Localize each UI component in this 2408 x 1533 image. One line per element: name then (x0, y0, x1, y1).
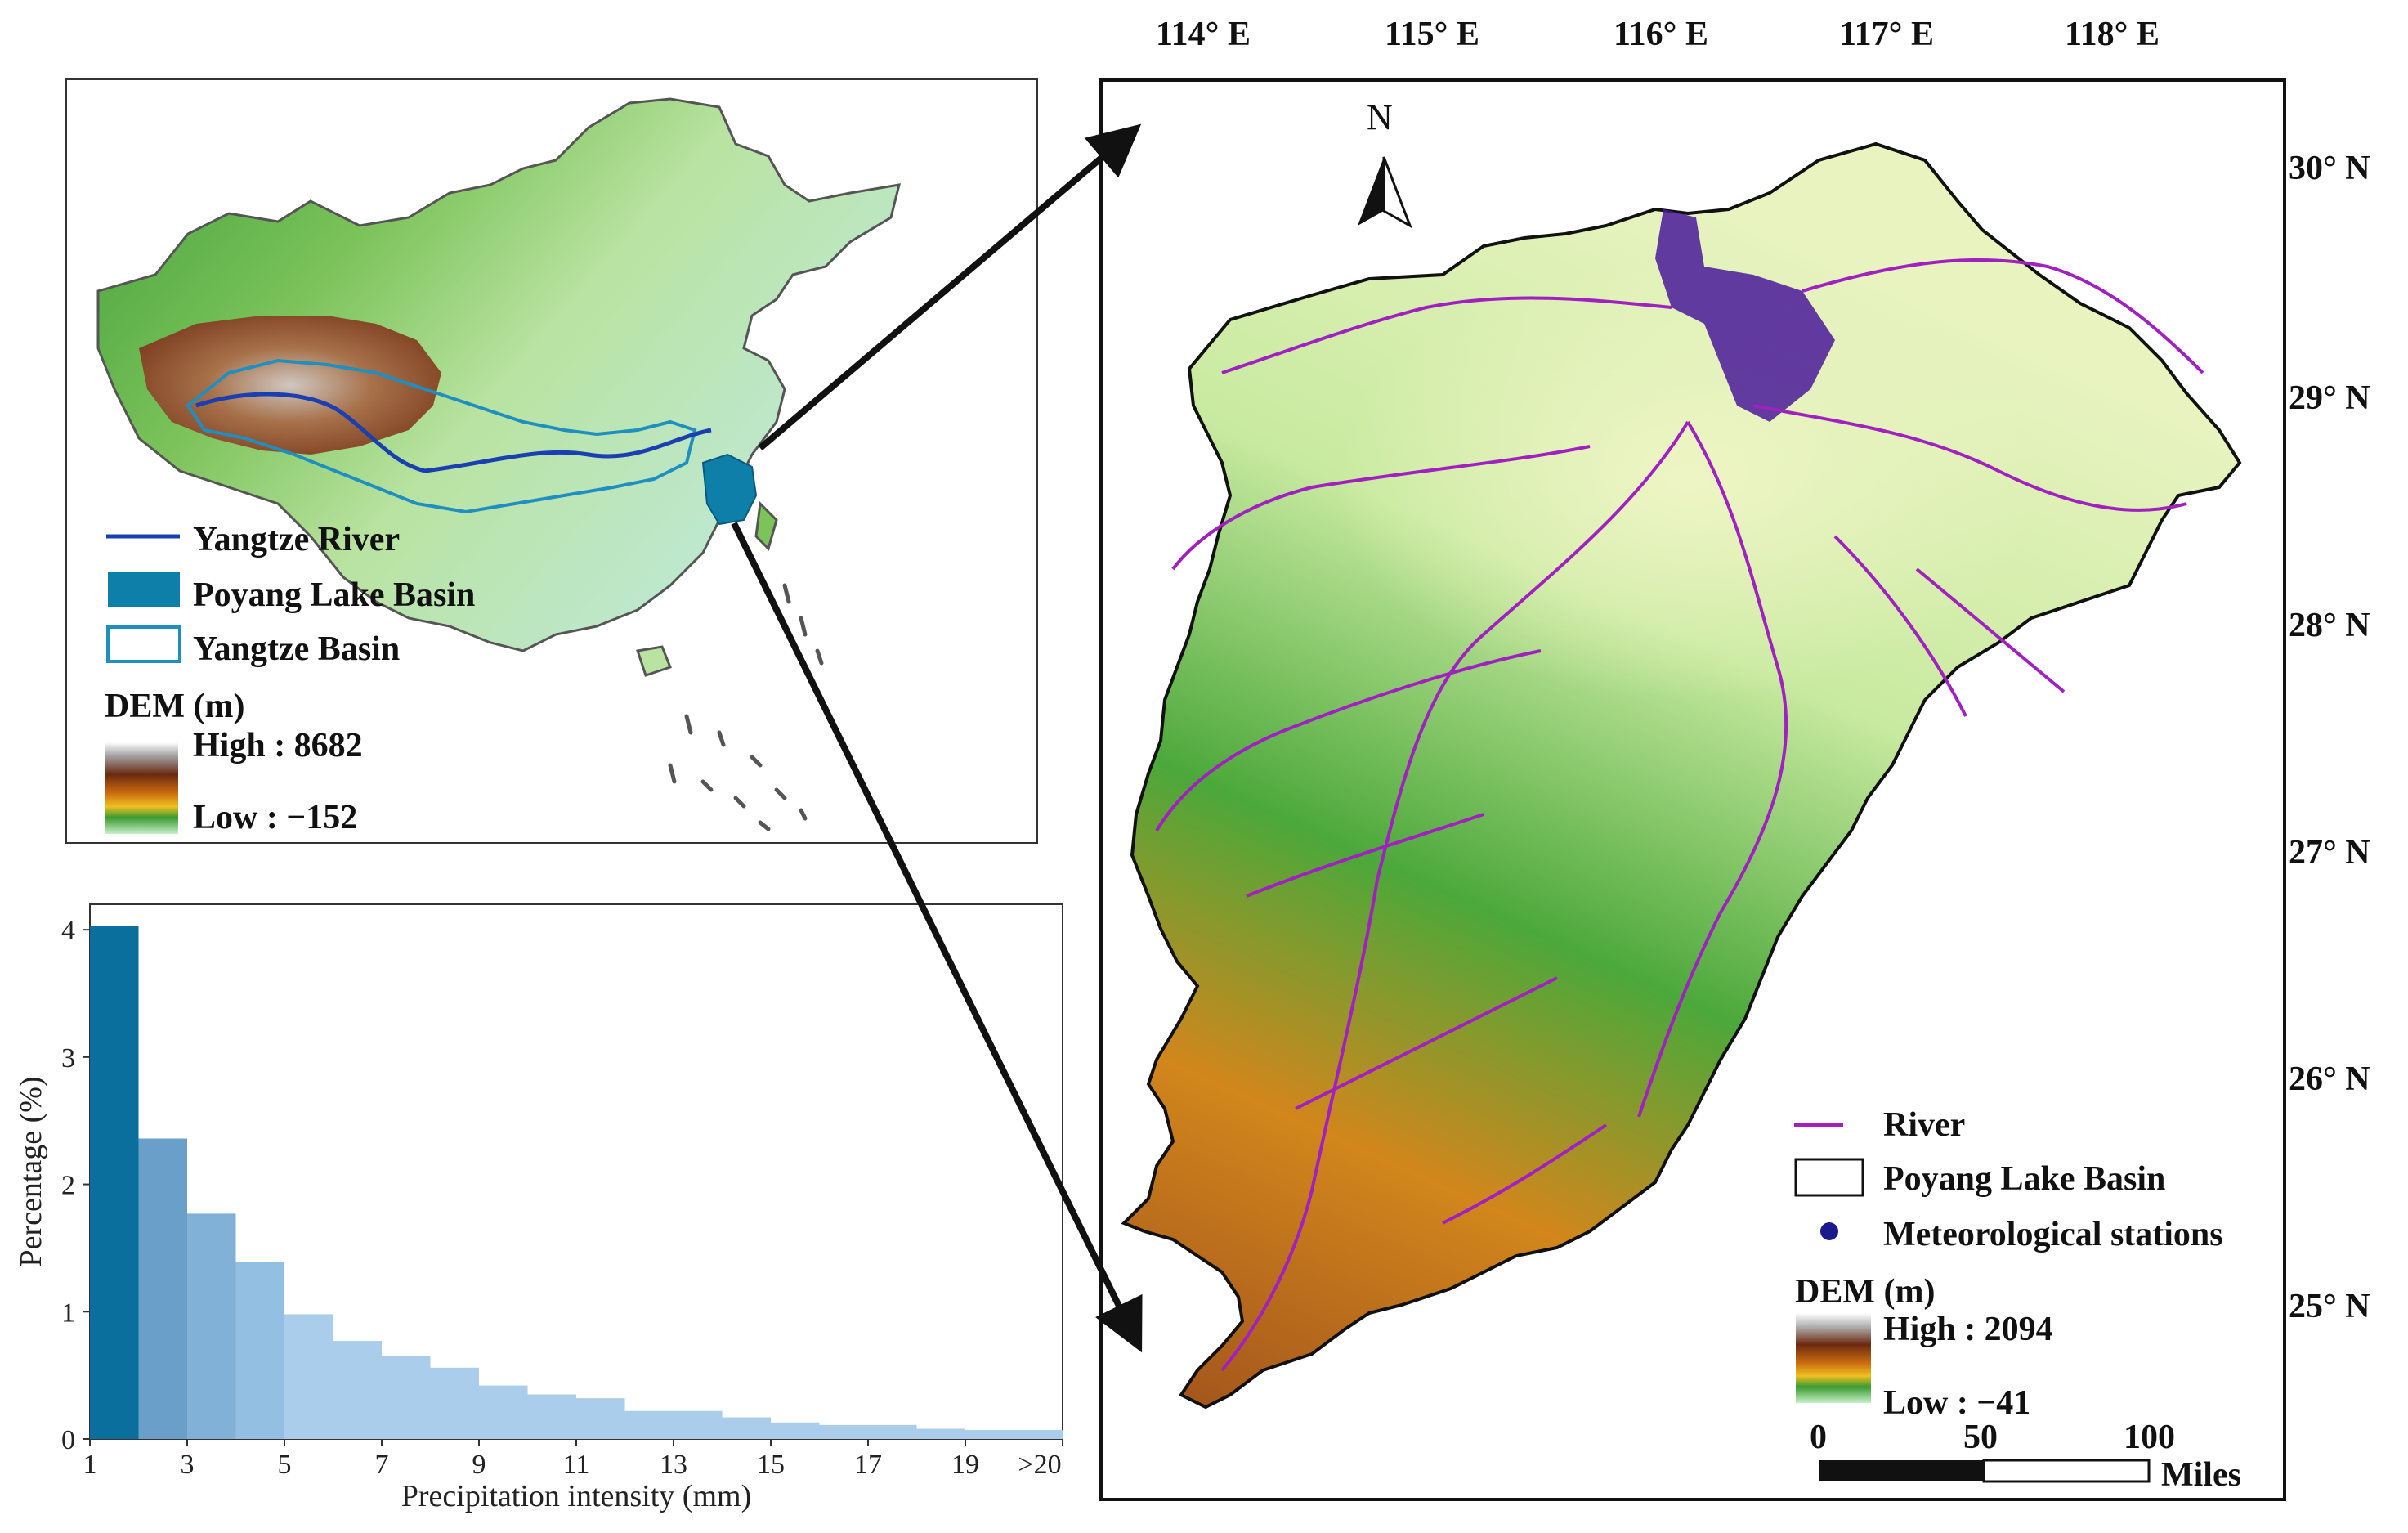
legend-dem-high-basin: High : 2094 (1883, 1311, 2053, 1348)
lon-label-114: 114° E (1156, 16, 1251, 53)
legend-dem-title: DEM (m) (105, 688, 245, 725)
legend-yangtze-river-label: Yangtze River (193, 521, 401, 558)
legend-station-dot (1820, 1222, 1838, 1240)
legend-river-label: River (1883, 1106, 1966, 1144)
bar-3 (187, 1213, 236, 1439)
y-tick-label: 3 (61, 1043, 75, 1074)
legend-dem-title-basin: DEM (m) (1795, 1273, 1936, 1311)
x-tick-label: 7 (375, 1450, 389, 1480)
chart-xlabel: Precipitation intensity (mm) (401, 1479, 751, 1513)
bar-20 (1014, 1430, 1063, 1439)
scale-unit: Miles (2161, 1456, 2241, 1494)
bar-16 (819, 1424, 868, 1439)
north-arrow (1358, 156, 1412, 229)
lat-label-26: 26° N (2289, 1060, 2370, 1098)
bar-15 (771, 1422, 820, 1439)
basin-map (1121, 141, 2242, 1483)
scale-bar-white (1982, 1459, 2151, 1483)
legend-yangtze-basin-label: Yangtze Basin (193, 630, 401, 668)
y-tick-label: 4 (61, 916, 75, 946)
poyang-basin-small (701, 453, 758, 526)
y-tick-label: 0 (61, 1425, 75, 1455)
bar-18 (916, 1428, 965, 1439)
legend-poyang-basin-label: Poyang Lake Basin (193, 576, 476, 614)
yangtze-river (195, 392, 712, 473)
north-label: N (1367, 97, 1393, 137)
bar-12 (624, 1410, 674, 1439)
bar-4 (235, 1262, 284, 1439)
south-sea-islands (668, 583, 824, 831)
legend-stations-label: Meteorological stations (1883, 1216, 2223, 1253)
bar-14 (722, 1417, 771, 1439)
x-tick-label: 15 (757, 1450, 785, 1480)
bar-11 (576, 1398, 625, 1439)
y-tick-label: 1 (61, 1298, 75, 1328)
scale-bar-black (1819, 1460, 1984, 1481)
lat-label-29: 29° N (2289, 379, 2370, 417)
yangtze-basin-outline (186, 358, 697, 514)
x-tick-label: >20 (1018, 1450, 1061, 1480)
legend-dem-low-basin: Low : −41 (1883, 1384, 2031, 1422)
china-map-panel (65, 78, 1038, 844)
bar-10 (527, 1394, 576, 1439)
rivers (1155, 258, 2204, 1372)
scale-tick-100: 100 (2124, 1419, 2175, 1456)
bar-19 (965, 1430, 1014, 1439)
china-map (96, 97, 902, 834)
x-tick-label: 9 (472, 1450, 486, 1480)
x-tick-label: 17 (854, 1450, 882, 1480)
scale-tick-0: 0 (1810, 1419, 1827, 1456)
legend-basin-swatch (1794, 1158, 1864, 1197)
legend-dem-ramp (105, 742, 178, 834)
lon-label-115: 115° E (1385, 16, 1479, 53)
legend-poyang-basin-swatch (108, 572, 180, 607)
legend-dem-ramp-basin (1796, 1313, 1871, 1403)
lat-label-30: 30° N (2289, 150, 2370, 187)
chart-ylabel: Percentage (%) (14, 1076, 48, 1266)
x-tick-label: 11 (563, 1450, 590, 1480)
bar-13 (674, 1410, 723, 1439)
bar-7 (382, 1356, 431, 1439)
x-tick-label: 3 (181, 1450, 195, 1480)
bar-9 (479, 1385, 528, 1439)
bar-17 (868, 1424, 917, 1439)
bar-5 (284, 1314, 333, 1439)
tibet-plateau (139, 316, 441, 455)
bar-1 (90, 926, 139, 1439)
poyang-lake (1655, 209, 1835, 422)
x-tick-label: 19 (951, 1450, 979, 1480)
lat-label-27: 27° N (2289, 834, 2370, 872)
lat-label-25: 25° N (2289, 1288, 2370, 1325)
lon-label-117: 117° E (1839, 16, 1934, 53)
bar-6 (333, 1341, 382, 1439)
scale-tick-50: 50 (1963, 1419, 1998, 1456)
lat-label-28: 28° N (2289, 607, 2370, 644)
taiwan (754, 500, 778, 551)
legend-dem-high: High : 8682 (193, 727, 363, 764)
x-tick-label: 13 (660, 1450, 687, 1480)
bar-2 (138, 1138, 187, 1439)
legend-yangtze-basin-swatch (106, 625, 181, 663)
lon-label-118: 118° E (2065, 16, 2160, 53)
x-tick-label: 1 (83, 1450, 97, 1480)
legend-basin-label: Poyang Lake Basin (1883, 1160, 2166, 1198)
bar-8 (430, 1367, 479, 1439)
lon-label-116: 116° E (1614, 16, 1708, 53)
legend-dem-low: Low : −152 (193, 799, 358, 836)
central-plain (1296, 258, 2080, 749)
x-tick-label: 5 (278, 1450, 292, 1480)
y-tick-label: 2 (61, 1171, 75, 1201)
hainan (636, 645, 672, 677)
